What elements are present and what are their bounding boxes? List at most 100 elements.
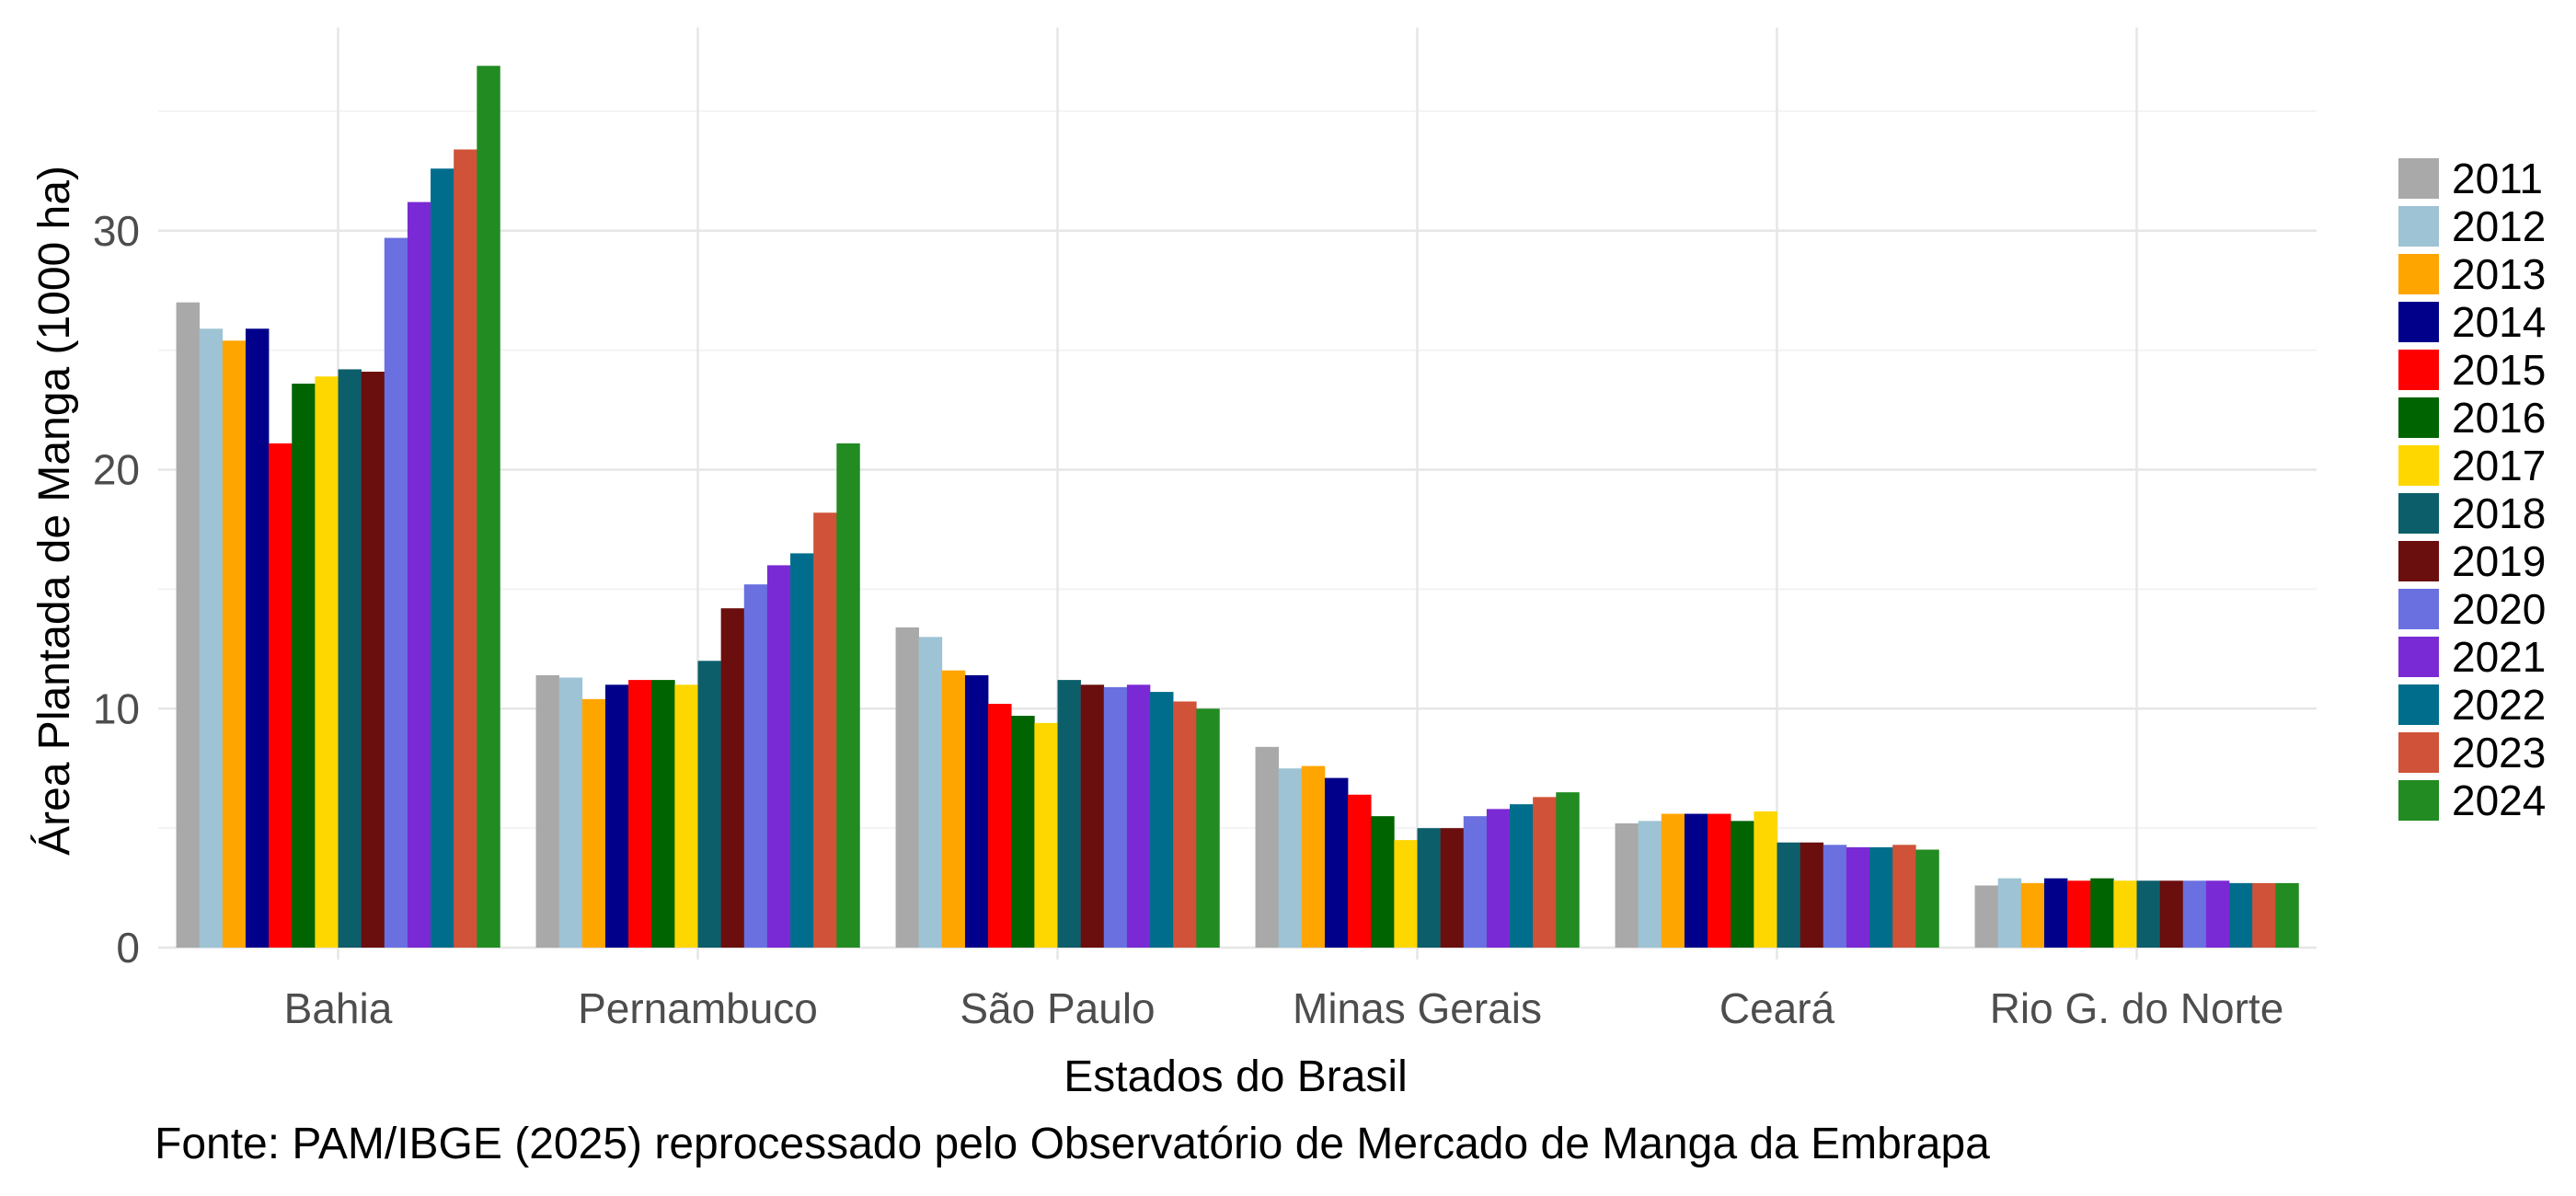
bar — [988, 704, 1012, 949]
legend-item: 2014 — [2398, 298, 2546, 346]
legend: 2011201220132014201520162017201820192020… — [2398, 155, 2546, 824]
legend-swatch — [2398, 732, 2439, 773]
legend-swatch — [2398, 254, 2439, 294]
bar — [1011, 716, 1035, 949]
bar — [2275, 882, 2299, 949]
bar — [199, 328, 224, 949]
bar — [2229, 882, 2253, 949]
bar — [1754, 811, 1777, 949]
bar — [1463, 816, 1488, 949]
bar-group — [1255, 746, 1580, 949]
legend-swatch — [2398, 206, 2439, 247]
bar — [1348, 794, 1372, 949]
bar-group — [176, 65, 500, 949]
bar-group — [1974, 878, 2299, 949]
x-axis-ticks: Bahia Pernambuco São Paulo Minas Gerais Cear… — [284, 984, 2284, 1032]
bar — [2159, 880, 2184, 949]
x-tick-label: Minas Gerais — [1293, 984, 1542, 1032]
bar — [836, 443, 860, 949]
legend-label: 2022 — [2452, 681, 2546, 729]
bar — [581, 698, 606, 949]
bar — [697, 661, 721, 949]
grid — [158, 28, 2317, 960]
x-tick-label: São Paulo — [960, 984, 1155, 1032]
bar — [1394, 840, 1418, 949]
bar — [176, 302, 200, 949]
bar — [964, 674, 989, 949]
bar — [1034, 722, 1058, 949]
bar — [941, 670, 966, 949]
bar — [651, 680, 675, 949]
legend-label: 2019 — [2452, 537, 2546, 585]
x-tick-label: Pernambuco — [578, 984, 818, 1032]
bar — [2020, 882, 2045, 949]
legend-label: 2021 — [2452, 633, 2546, 681]
bar — [813, 512, 837, 949]
bar — [245, 328, 270, 949]
legend-swatch — [2398, 302, 2439, 342]
x-axis-title: Estados do Brasil — [1064, 1052, 1408, 1101]
bar — [2205, 880, 2230, 949]
legend-swatch — [2398, 637, 2439, 677]
bar — [1150, 692, 1174, 949]
bar — [1869, 846, 1893, 949]
bar — [222, 340, 247, 949]
y-tick-label: 20 — [93, 446, 140, 494]
bar — [766, 565, 791, 949]
legend-item: 2020 — [2398, 585, 2546, 633]
bar — [2043, 878, 2068, 949]
bar — [1057, 680, 1081, 949]
bar — [407, 201, 431, 949]
legend-item: 2013 — [2398, 250, 2546, 298]
bar — [1638, 821, 1662, 949]
bar — [674, 684, 698, 949]
source-caption: Fonte: PAM/IBGE (2025) reprocessado pelo… — [155, 1120, 1990, 1168]
bar — [1126, 684, 1151, 949]
legend-item: 2021 — [2398, 633, 2546, 681]
y-axis-ticks: 0 10 20 30 — [93, 207, 140, 972]
legend-label: 2015 — [2452, 346, 2546, 394]
bar — [2113, 880, 2137, 949]
bar — [384, 237, 408, 949]
legend-label: 2012 — [2452, 202, 2546, 250]
legend-label: 2013 — [2452, 250, 2546, 298]
bar — [1915, 849, 1939, 949]
bar — [292, 384, 316, 949]
bar — [628, 680, 652, 949]
bar — [1371, 816, 1395, 949]
legend-label: 2016 — [2452, 394, 2546, 442]
y-axis-title: Área Plantada de Manga (1000 ha) — [30, 166, 79, 856]
bar — [1556, 792, 1580, 949]
bar — [1324, 777, 1349, 949]
bars — [176, 65, 2299, 949]
legend-label: 2024 — [2452, 776, 2546, 824]
bar — [1684, 813, 1708, 949]
bar — [558, 677, 583, 949]
bar — [1278, 768, 1303, 949]
bar — [1196, 708, 1220, 949]
legend-swatch — [2398, 684, 2439, 725]
bar — [1846, 846, 1870, 949]
bar — [1708, 813, 1731, 949]
bar — [431, 168, 454, 949]
legend-item: 2015 — [2398, 346, 2546, 394]
legend-swatch — [2398, 445, 2439, 486]
bar — [2252, 882, 2276, 949]
bar — [604, 684, 629, 949]
bar — [454, 149, 477, 949]
bar — [2067, 880, 2091, 949]
bar — [315, 376, 339, 949]
bar — [1080, 684, 1105, 949]
bar — [2090, 878, 2114, 949]
bar — [2182, 880, 2207, 949]
legend-label: 2020 — [2452, 585, 2546, 633]
bar — [1800, 842, 1824, 949]
bar — [1731, 821, 1754, 949]
bar — [720, 608, 745, 949]
legend-swatch — [2398, 780, 2439, 821]
bar — [1103, 686, 1128, 949]
bar — [1255, 746, 1279, 949]
bar — [1440, 828, 1465, 949]
x-tick-label: Rio G. do Norte — [1990, 984, 2284, 1032]
